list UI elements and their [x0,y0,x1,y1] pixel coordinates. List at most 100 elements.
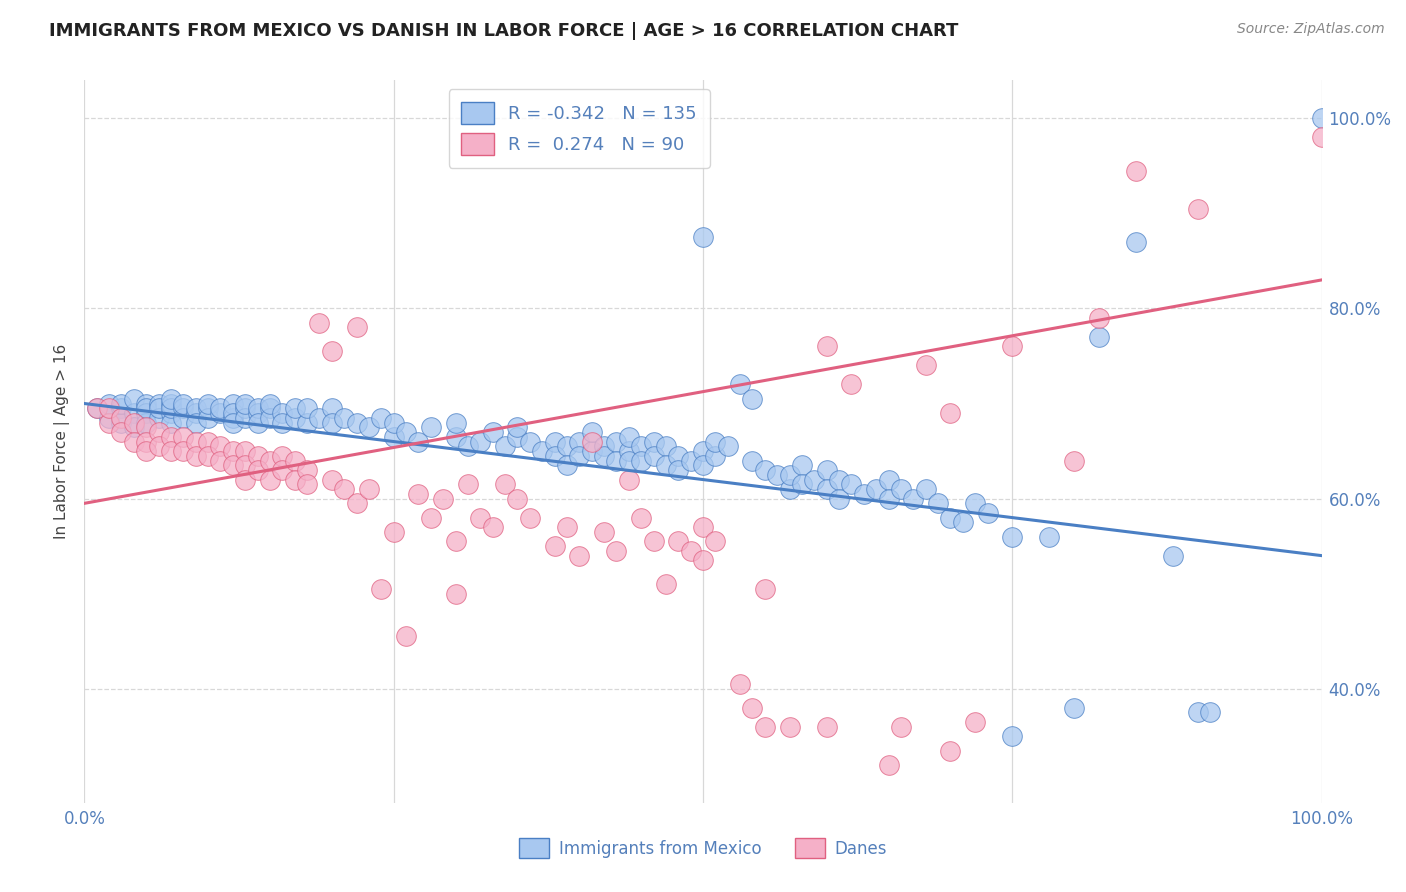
Point [222,416,245,430]
Point [172,401,194,416]
Point [271,463,294,477]
Point [1125,163,1147,178]
Point [1310,112,1333,126]
Point [110,425,132,439]
Point [766,467,789,482]
Point [939,510,962,524]
Point [357,482,380,496]
Point [295,401,318,416]
Point [135,444,157,458]
Point [197,401,219,416]
Point [160,416,183,430]
Point [233,444,256,458]
Point [284,473,307,487]
Point [284,453,307,467]
Point [531,444,554,458]
Point [184,416,207,430]
Point [246,416,269,430]
Point [815,720,838,734]
Point [233,458,256,473]
Point [148,396,170,410]
Point [321,416,343,430]
Point [470,434,492,449]
Point [246,401,269,416]
Point [346,320,368,334]
Point [295,416,318,430]
Point [444,587,467,601]
Point [295,463,318,477]
Point [519,434,541,449]
Point [506,491,529,506]
Point [728,677,751,691]
Point [98,410,121,425]
Point [655,458,678,473]
Point [184,401,207,416]
Point [357,420,380,434]
Point [568,449,591,463]
Point [815,482,838,496]
Point [630,439,652,453]
Point [815,339,838,353]
Point [184,434,207,449]
Point [666,449,689,463]
Point [1088,310,1111,325]
Point [890,720,912,734]
Point [86,401,108,416]
Point [704,534,727,549]
Point [110,416,132,430]
Point [197,434,219,449]
Point [172,444,194,458]
Point [555,439,578,453]
Point [965,714,987,729]
Point [246,406,269,420]
Point [233,401,256,416]
Point [828,491,851,506]
Point [135,396,157,410]
Point [122,392,145,406]
Point [852,487,875,501]
Point [555,520,578,534]
Point [952,516,974,530]
Point [110,401,132,416]
Point [333,410,356,425]
Point [643,434,665,449]
Point [939,406,962,420]
Point [914,359,936,373]
Point [617,453,640,467]
Point [86,401,108,416]
Point [655,577,678,591]
Point [543,434,565,449]
Point [617,473,640,487]
Point [395,425,418,439]
Point [581,425,603,439]
Point [209,401,232,416]
Point [135,401,157,416]
Point [346,496,368,510]
Point [741,392,763,406]
Point [666,534,689,549]
Point [395,629,418,643]
Point [321,401,343,416]
Point [148,425,170,439]
Point [1001,339,1024,353]
Point [1001,530,1024,544]
Point [877,473,900,487]
Point [666,463,689,477]
Point [704,449,727,463]
Point [803,473,825,487]
Point [692,444,714,458]
Point [382,524,405,539]
Point [519,510,541,524]
Point [321,473,343,487]
Point [976,506,998,520]
Point [593,439,616,453]
Point [135,416,157,430]
Point [1125,235,1147,249]
Point [197,449,219,463]
Point [593,449,616,463]
Point [259,410,281,425]
Point [233,473,256,487]
Point [581,434,603,449]
Point [408,487,430,501]
Point [605,544,627,558]
